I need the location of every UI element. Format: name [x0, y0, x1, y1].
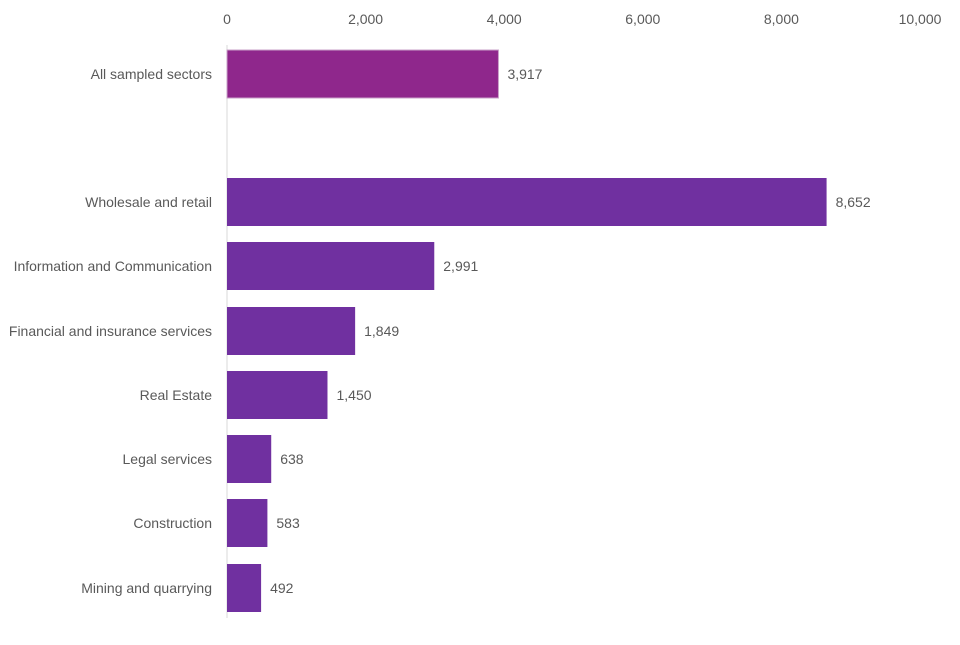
category-label: Financial and insurance services	[9, 323, 212, 339]
category-label: Real Estate	[140, 387, 213, 403]
x-tick-label: 0	[223, 11, 231, 27]
category-label: Information and Communication	[14, 258, 212, 274]
x-tick-label: 8,000	[764, 11, 799, 27]
bar	[227, 307, 356, 355]
data-label: 1,450	[336, 387, 371, 403]
x-tick-label: 2,000	[348, 11, 383, 27]
category-label: Mining and quarrying	[81, 580, 212, 596]
category-label: Construction	[133, 515, 212, 531]
data-label: 2,991	[443, 258, 478, 274]
data-label: 8,652	[836, 194, 871, 210]
data-label: 583	[276, 515, 300, 531]
category-label: Wholesale and retail	[85, 194, 212, 210]
bar	[227, 178, 827, 226]
x-tick-label: 4,000	[487, 11, 522, 27]
bar	[227, 435, 272, 483]
bar	[227, 499, 268, 547]
category-label: Legal services	[123, 451, 213, 467]
data-label: 1,849	[364, 323, 399, 339]
x-tick-label: 6,000	[625, 11, 660, 27]
bar	[227, 371, 328, 419]
bar	[227, 242, 435, 290]
data-label: 3,917	[507, 66, 542, 82]
data-label: 492	[270, 580, 294, 596]
bar	[226, 49, 499, 99]
data-label: 638	[280, 451, 304, 467]
x-tick-label: 10,000	[899, 11, 942, 27]
bar	[227, 564, 262, 612]
category-label: All sampled sectors	[91, 66, 212, 82]
